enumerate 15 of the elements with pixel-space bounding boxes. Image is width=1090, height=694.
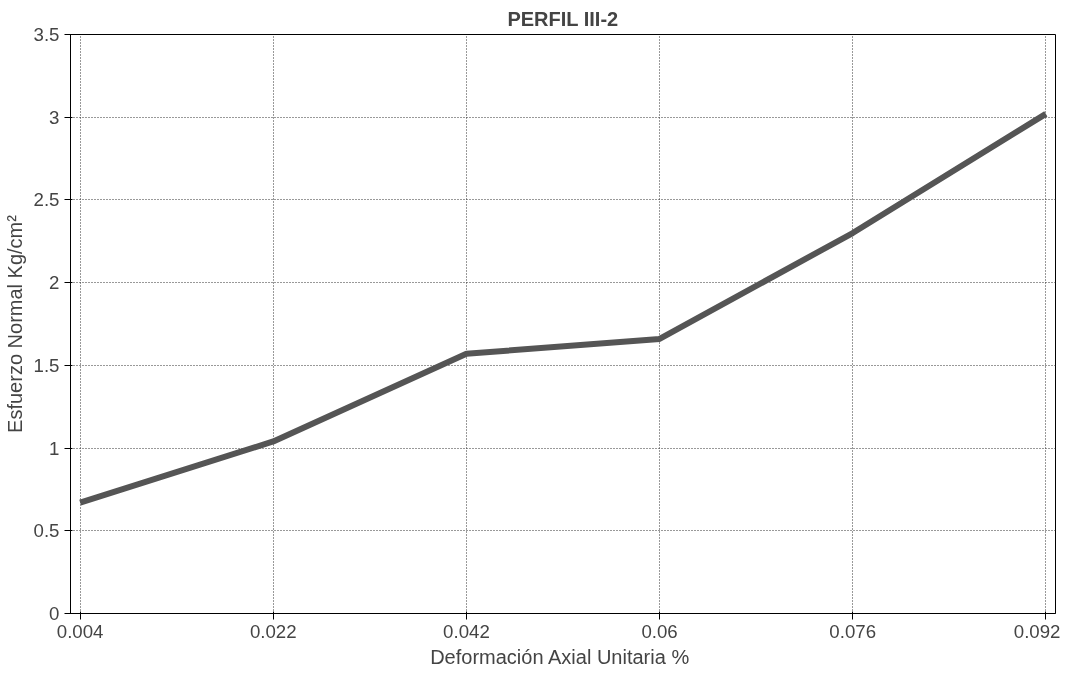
x-axis-title: Deformación Axial Unitaria % bbox=[430, 645, 690, 668]
y-tick-label: 1 bbox=[49, 437, 60, 459]
y-axis-title: Esfuerzo Normal Kg/cm² bbox=[3, 214, 26, 433]
y-tick-label: 1.5 bbox=[33, 354, 60, 376]
y-tick-label: 2 bbox=[49, 272, 60, 294]
y-tick-label: 3.5 bbox=[33, 24, 60, 45]
x-tick-label: 0.092 bbox=[1013, 620, 1061, 642]
y-tick-label: 3 bbox=[49, 106, 60, 128]
x-tick-label: 0.042 bbox=[443, 620, 490, 642]
y-tick-label: 0.5 bbox=[33, 520, 60, 542]
x-tick-label: 0.06 bbox=[641, 620, 678, 642]
x-tick-label: 0.076 bbox=[829, 620, 877, 642]
x-tick-label: 0.022 bbox=[249, 620, 297, 642]
y-tick-label: 2.5 bbox=[33, 189, 60, 211]
chart-title: PERFIL III-2 bbox=[507, 7, 619, 30]
